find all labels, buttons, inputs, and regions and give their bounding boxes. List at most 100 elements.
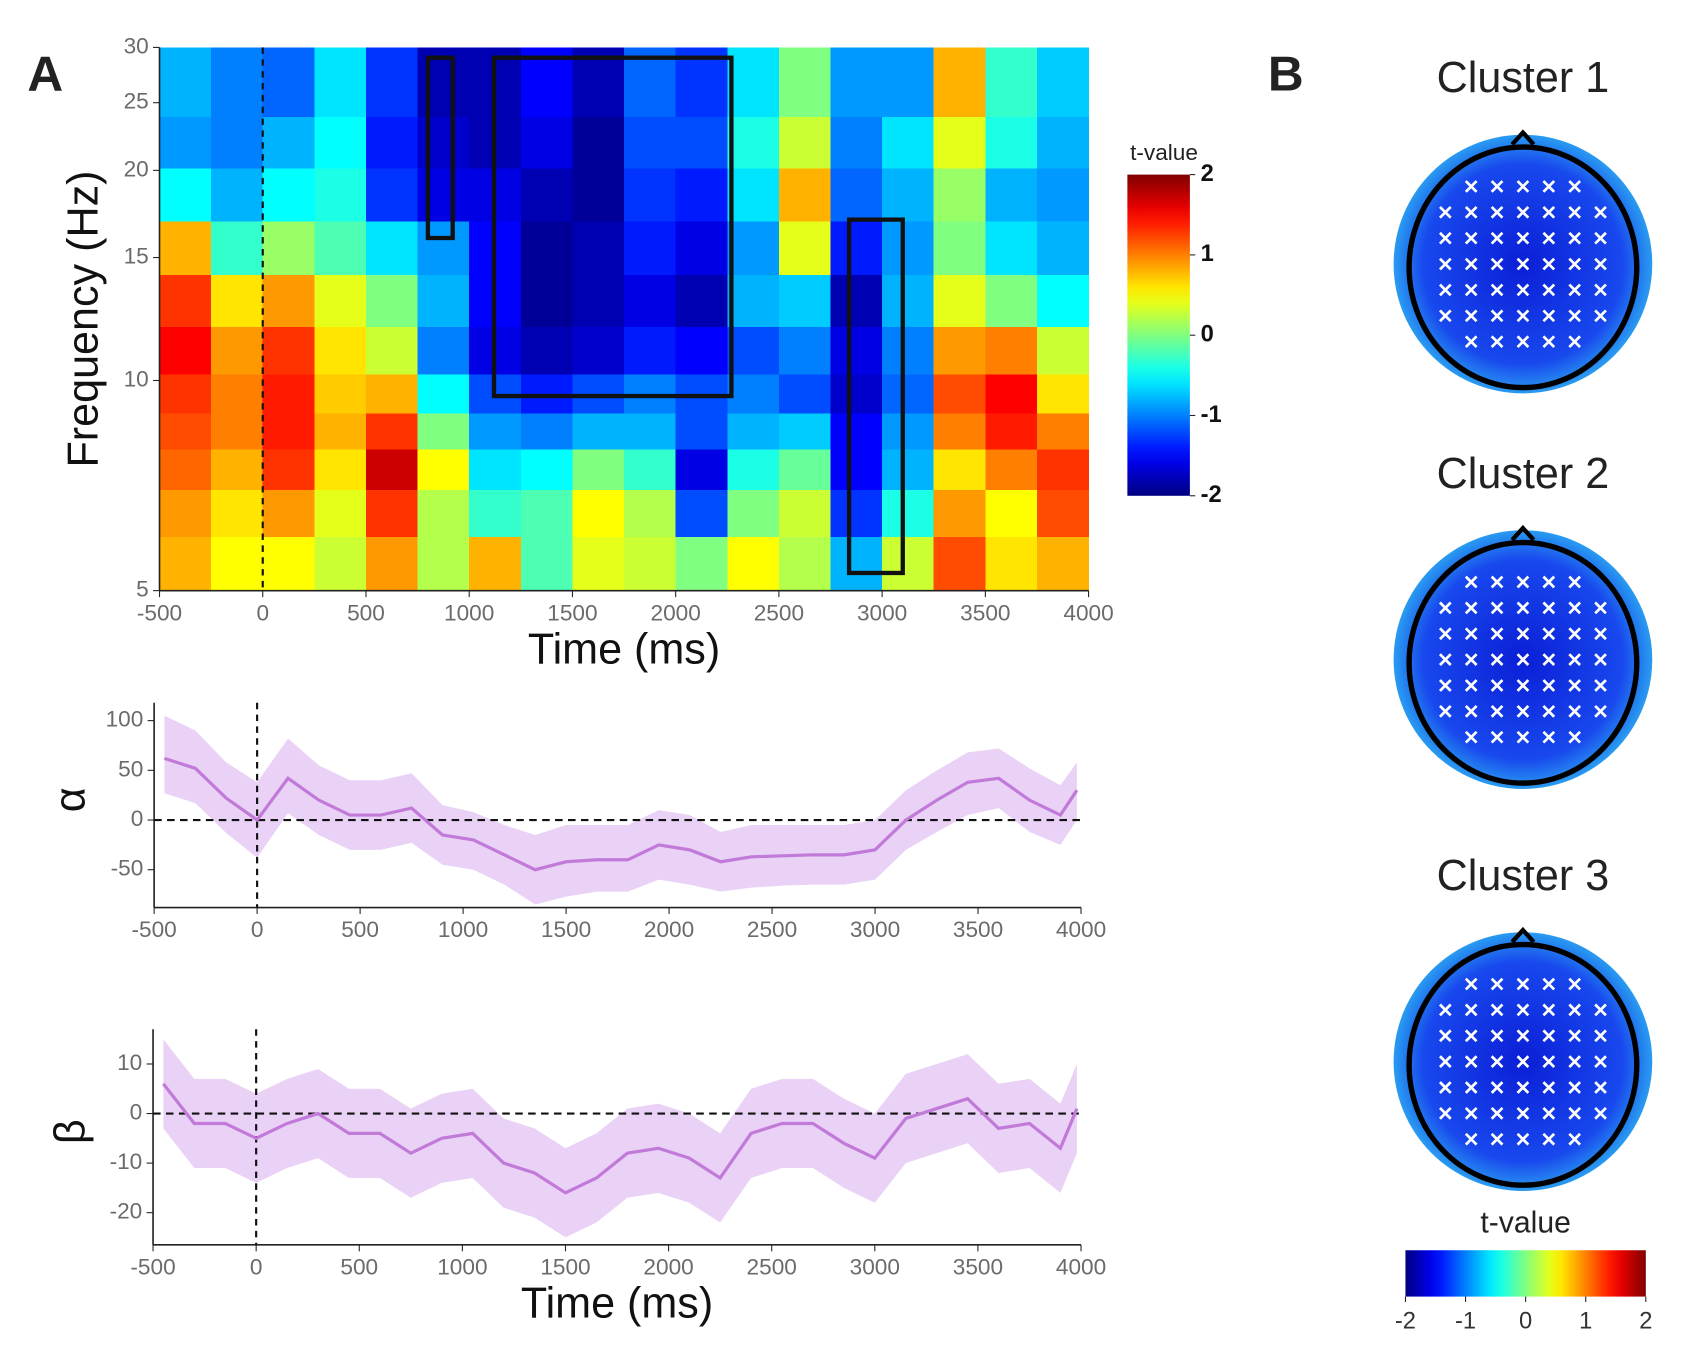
colorbar-tick-label: -2 [1395,1309,1416,1335]
head-outline [1406,539,1640,786]
electrode-cross [1542,1081,1556,1094]
heatmap-cell [778,220,832,275]
electrode-cross [1438,627,1452,641]
electrode-cross [1490,730,1504,744]
heatmap-cell [624,373,677,414]
x-tick-label: 3500 [953,1255,1003,1280]
series-line [163,756,1079,872]
electrode-cross [1568,653,1582,666]
electrode-cross [1542,575,1556,589]
heatmap-cell [1036,116,1090,169]
electrode-cross [1516,231,1530,245]
heatmap-cell [933,412,986,450]
x-tick-label: 500 [341,917,379,942]
x-tick-label: 500 [340,1255,378,1280]
electrode-cross [1490,309,1504,323]
heatmap-cell [262,326,316,375]
colorbar-tick-label: 2 [1201,161,1214,187]
electrode-cross [1464,601,1478,615]
heatmap-cell [933,489,986,538]
electrode-cross [1490,1003,1504,1017]
heatmap-cell [624,220,677,275]
heatmap-cell [520,536,574,592]
heatmap-cell [933,274,986,327]
x-tick-label: 4000 [1056,917,1106,942]
heatmap-cell [1036,412,1090,450]
electrode-cross [1542,1003,1556,1017]
heatmap-cell [159,489,212,538]
electrode-cross [1568,730,1582,744]
heatmap-cell [314,373,367,414]
electrode-cross [1490,1107,1504,1120]
electrode-cross [1438,231,1452,245]
y-axis-label: α [47,787,95,812]
electrode-cross [1516,1003,1530,1017]
electrode-cross [1464,1132,1478,1146]
heatmap-cell [624,167,677,222]
colorbar-tick-label: -2 [1201,482,1222,508]
heatmap-cell [1036,167,1090,222]
heatmap-cell [933,373,986,414]
cluster-box [425,55,455,241]
heatmap-cell [314,448,367,491]
electrode-cross [1464,575,1478,589]
electrode-cross [1542,283,1556,297]
electrode-cross [1490,257,1504,271]
y-tick-label: 0 [131,806,144,831]
heatmap-cell [365,326,419,375]
heatmap-cell [1036,489,1090,538]
electrode-cross [1464,730,1478,744]
electrode-cross [1594,231,1607,245]
heatmap-cell [159,448,212,491]
heatmap-cell [727,373,780,414]
electrode-cross [1490,1132,1504,1146]
heatmap-cell [882,412,935,450]
x-tick-label: 3000 [857,600,907,625]
heatmap-cell [159,536,212,592]
heatmap-cell [675,116,728,169]
heatmap-cell [417,448,470,491]
electrode-cross [1594,1029,1607,1043]
heatmap-cell [314,489,367,538]
electrode-cross [1568,1107,1582,1120]
nose [1510,129,1536,146]
topomap-title: Cluster 3 [1437,852,1610,900]
heatmap-cell [778,448,832,491]
heatmap-cell [882,116,935,169]
heatmap-cell [1036,47,1090,117]
heatmap-cell [778,274,832,327]
heatmap-cell [572,274,625,327]
x-tick-label: 1500 [547,600,597,625]
heatmap-cell [1036,536,1090,592]
colorbar-tick-label: 2 [1639,1309,1652,1335]
electrode-cross [1516,1107,1530,1120]
electrode-cross [1516,205,1530,219]
x-tick-label: 500 [347,600,385,625]
heatmap-cell [933,326,986,375]
heatmap-cell [417,116,470,169]
electrode-cross [1490,1081,1504,1094]
heatmap-cell [417,489,470,538]
y-tick-label: 10 [124,366,149,391]
electrode-cross [1594,627,1607,641]
electrode-cross [1490,205,1504,219]
electrode-cross [1438,705,1452,718]
electrode-cross [1568,1055,1582,1068]
heatmap-cell [159,116,212,169]
colorbar-tick-label: 1 [1201,241,1214,267]
heatmap-cell [211,412,264,450]
x-tick-label: 3500 [960,600,1010,625]
cluster-box [491,55,734,399]
electrode-cross [1464,1107,1478,1120]
electrode-cross [1568,679,1582,692]
panel-label: B [1268,46,1304,102]
electrode-cross [1542,309,1556,323]
electrode-cross [1438,1055,1452,1068]
x-tick-label: 3000 [850,1255,900,1280]
x-tick-label: 4000 [1063,600,1113,625]
electrode-cross [1464,1003,1478,1017]
heatmap-cell [520,326,574,375]
heatmap-cell [211,326,264,375]
heatmap-cell [572,536,625,592]
